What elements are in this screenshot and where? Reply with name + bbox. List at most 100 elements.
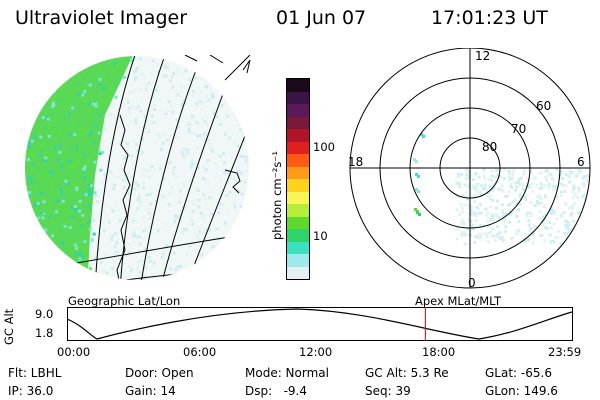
emission-pixel bbox=[174, 176, 178, 180]
emission-pixel bbox=[460, 207, 464, 210]
emission-pixel bbox=[163, 247, 167, 251]
emission-pixel bbox=[59, 250, 63, 254]
emission-pixel bbox=[73, 205, 77, 208]
emission-pixel bbox=[79, 276, 83, 280]
emission-pixel bbox=[167, 100, 171, 104]
emission-pixel bbox=[471, 227, 475, 231]
emission-pixel bbox=[62, 255, 66, 259]
emission-pixel bbox=[153, 107, 156, 111]
emission-pixel bbox=[184, 69, 188, 73]
emission-pixel bbox=[415, 173, 418, 176]
emission-pixel bbox=[176, 125, 180, 129]
emission-pixel bbox=[90, 214, 94, 218]
emission-pixel bbox=[144, 83, 148, 87]
colorbar-unit-label: photon cm⁻²s⁻¹ bbox=[270, 151, 284, 240]
emission-pixel bbox=[467, 206, 471, 210]
emission-pixel bbox=[201, 279, 205, 280]
emission-pixel bbox=[165, 229, 169, 233]
emission-pixel bbox=[464, 233, 467, 237]
emission-pixel bbox=[46, 255, 50, 259]
emission-pixel bbox=[172, 169, 175, 173]
emission-pixel bbox=[139, 109, 143, 113]
emission-pixel bbox=[25, 61, 29, 65]
emission-pixel bbox=[46, 173, 50, 177]
emission-pixel bbox=[127, 193, 131, 197]
emission-pixel bbox=[49, 122, 53, 126]
emission-pixel bbox=[522, 169, 526, 173]
emission-pixel bbox=[210, 149, 214, 153]
emission-pixel bbox=[580, 169, 584, 173]
emission-pixel bbox=[583, 210, 587, 214]
emission-pixel bbox=[146, 131, 149, 135]
emission-pixel bbox=[117, 125, 121, 129]
status-glat: GLat: -65.6 bbox=[485, 366, 552, 380]
emission-pixel bbox=[564, 184, 568, 188]
emission-pixel bbox=[508, 202, 512, 206]
emission-pixel bbox=[71, 259, 75, 263]
emission-pixel bbox=[228, 136, 232, 140]
emission-pixel bbox=[25, 195, 29, 198]
emission-pixel bbox=[208, 228, 212, 232]
emission-pixel bbox=[209, 141, 213, 145]
emission-pixel bbox=[500, 184, 504, 188]
colorbar-band bbox=[287, 266, 309, 279]
emission-pixel bbox=[49, 70, 52, 74]
emission-pixel bbox=[58, 289, 61, 291]
emission-pixel bbox=[174, 214, 178, 218]
emission-pixel bbox=[150, 114, 154, 118]
emission-pixel bbox=[32, 71, 36, 74]
emission-pixel bbox=[143, 277, 146, 280]
emission-pixel bbox=[88, 242, 92, 245]
emission-pixel bbox=[40, 101, 44, 105]
emission-pixel bbox=[495, 215, 499, 218]
emission-pixel bbox=[181, 153, 185, 157]
emission-pixel bbox=[557, 176, 561, 180]
emission-pixel bbox=[230, 81, 234, 85]
emission-pixel bbox=[139, 278, 143, 280]
emission-pixel bbox=[202, 197, 206, 201]
emission-pixel bbox=[132, 106, 136, 110]
emission-pixel bbox=[564, 226, 568, 230]
emission-pixel bbox=[489, 217, 493, 221]
emission-pixel bbox=[486, 211, 490, 215]
emission-pixel bbox=[509, 184, 513, 188]
emission-pixel bbox=[543, 195, 547, 199]
emission-pixel bbox=[237, 259, 240, 262]
colorbar-band bbox=[287, 229, 309, 242]
emission-pixel bbox=[182, 228, 185, 232]
emission-pixel bbox=[511, 200, 515, 204]
emission-pixel bbox=[34, 164, 38, 168]
emission-pixel bbox=[548, 171, 551, 175]
emission-pixel bbox=[129, 187, 132, 191]
emission-pixel bbox=[41, 56, 45, 60]
emission-pixel bbox=[228, 236, 231, 239]
emission-pixel bbox=[165, 66, 169, 70]
emission-pixel bbox=[161, 194, 165, 198]
emission-pixel bbox=[492, 218, 496, 222]
emission-pixel bbox=[460, 233, 464, 237]
emission-pixel bbox=[472, 211, 476, 215]
emission-pixel bbox=[135, 66, 139, 70]
emission-pixel bbox=[550, 207, 554, 211]
emission-pixel bbox=[49, 90, 53, 94]
emission-pixel bbox=[242, 248, 246, 252]
emission-pixel bbox=[536, 202, 540, 206]
emission-pixel bbox=[132, 240, 135, 244]
emission-pixel bbox=[500, 187, 504, 191]
emission-pixel bbox=[82, 226, 86, 230]
emission-pixel bbox=[196, 134, 199, 138]
emission-pixel bbox=[32, 221, 36, 225]
emission-pixel bbox=[489, 205, 493, 209]
emission-pixel bbox=[164, 74, 168, 78]
emission-pixel bbox=[120, 270, 124, 274]
emission-pixel bbox=[578, 232, 582, 236]
emission-pixel bbox=[98, 77, 102, 81]
emission-pixel bbox=[200, 101, 204, 104]
emission-pixel bbox=[98, 113, 102, 117]
emission-pixel bbox=[208, 145, 212, 149]
emission-pixel bbox=[32, 163, 36, 166]
emission-pixel bbox=[79, 252, 82, 256]
emission-pixel bbox=[477, 234, 480, 238]
emission-pixel bbox=[92, 187, 96, 191]
emission-pixel bbox=[580, 218, 584, 222]
